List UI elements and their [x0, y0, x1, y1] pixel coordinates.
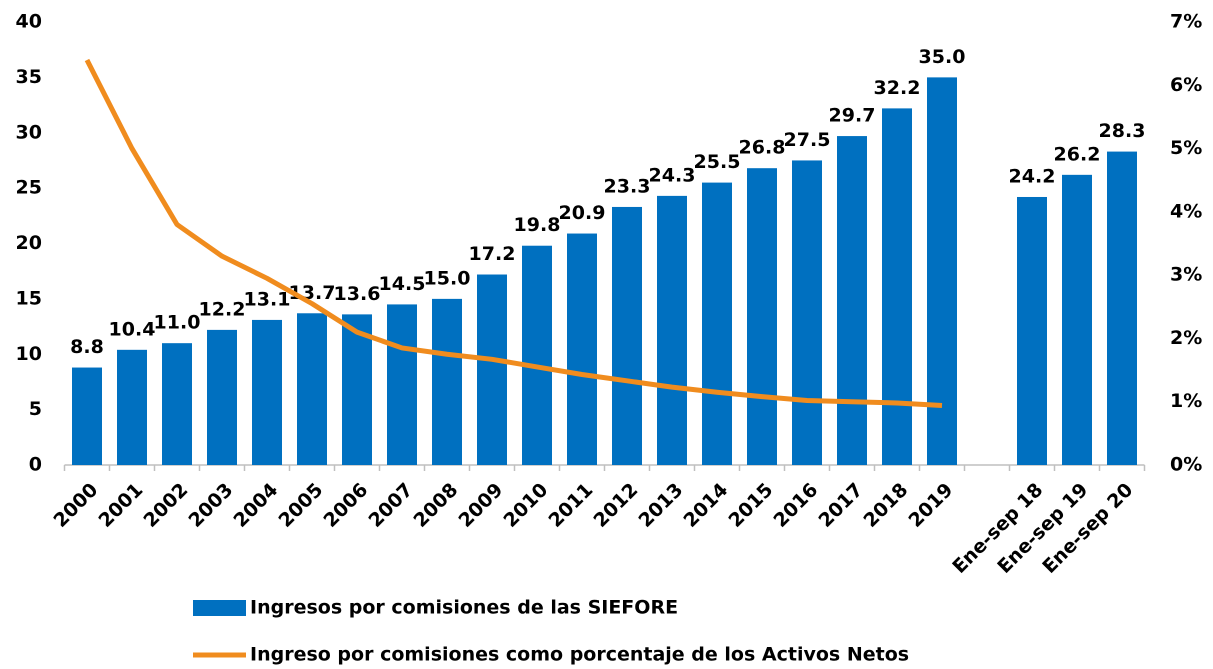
y-tick-label: 5	[29, 398, 42, 420]
y-tick-label: 25	[16, 177, 42, 199]
legend-label: Ingreso por comisiones como porcentaje d…	[250, 644, 909, 666]
line	[84, 58, 943, 409]
bar	[792, 160, 822, 465]
y-tick-label: 30	[16, 121, 42, 143]
y2-tick-label: 2%	[1170, 327, 1202, 349]
legend-label: Ingresos por comisiones de las SIEFORE	[250, 597, 678, 619]
data-label: 8.8	[70, 336, 104, 358]
data-label: 19.8	[514, 214, 561, 236]
y2-tick-label: 4%	[1170, 200, 1202, 222]
x-tick-label: 2001	[94, 479, 147, 532]
data-label: 27.5	[784, 129, 831, 151]
x-tick-label: 2003	[184, 479, 237, 532]
bar	[387, 304, 417, 465]
bar	[477, 274, 507, 465]
x-tick-label: 2009	[454, 479, 507, 532]
data-label: 35.0	[919, 46, 966, 68]
x-tick-label: 2016	[769, 479, 822, 532]
x-tick-label: 2012	[589, 479, 642, 532]
bar	[747, 168, 777, 465]
bar	[207, 329, 237, 465]
bar	[612, 206, 642, 465]
bar	[432, 298, 462, 465]
data-label: 13.1	[244, 288, 291, 310]
data-label: 13.6	[334, 283, 381, 305]
data-label: 24.2	[1009, 165, 1056, 187]
y2-tick-label: 6%	[1170, 74, 1202, 96]
x-tick-label: 2008	[409, 479, 462, 532]
x-tick-label: 2018	[859, 479, 912, 532]
data-label: 17.2	[469, 243, 516, 265]
bar	[702, 182, 732, 465]
x-tick-label: 2019	[904, 479, 957, 532]
data-label: 10.4	[109, 318, 156, 340]
bar	[252, 319, 282, 465]
x-tick-label: 2010	[499, 479, 552, 532]
y-tick-label: 15	[16, 287, 42, 309]
x-tick-label: 2014	[679, 479, 732, 532]
y-tick-label: 0	[29, 454, 42, 476]
bar	[567, 233, 597, 465]
x-tick-label: 2000	[49, 479, 102, 532]
x-tick-label: 2015	[724, 479, 777, 532]
bar	[1062, 174, 1092, 465]
y2-tick-label: 3%	[1170, 264, 1202, 286]
bar	[882, 108, 912, 465]
x-tick-label: 2004	[229, 479, 282, 532]
data-label: 32.2	[874, 77, 921, 99]
data-label: 28.3	[1099, 120, 1146, 142]
x-tick-label: 2002	[139, 479, 192, 532]
x-tick-label: 2013	[634, 479, 687, 532]
bar	[72, 367, 102, 465]
data-label: 20.9	[559, 202, 606, 224]
bar	[1107, 151, 1137, 465]
legend-swatch	[193, 600, 246, 616]
bar	[927, 77, 957, 465]
bar	[117, 349, 147, 465]
bar	[522, 245, 552, 465]
data-label: 29.7	[829, 105, 876, 127]
bar	[1017, 196, 1047, 466]
bar	[657, 195, 687, 465]
y-tick-label: 10	[16, 343, 42, 365]
bar	[837, 136, 867, 465]
data-label: 15.0	[424, 267, 471, 289]
data-label: 14.5	[379, 273, 426, 295]
x-tick-label: 2006	[319, 479, 372, 532]
bar	[162, 343, 192, 465]
data-label: 24.3	[649, 164, 696, 186]
y-tick-label: 35	[16, 66, 42, 88]
x-tick-label: 2007	[364, 479, 417, 532]
x-tick-label: 2011	[544, 479, 597, 532]
x-tick-label: 2005	[274, 479, 327, 532]
data-label: 23.3	[604, 175, 651, 197]
bar	[342, 314, 372, 465]
y-tick-label: 20	[16, 232, 42, 254]
y2-tick-label: 5%	[1170, 137, 1202, 159]
bar	[297, 313, 327, 465]
data-label: 25.5	[694, 151, 741, 173]
x-tick-label: 2017	[814, 479, 867, 532]
data-label: 12.2	[199, 298, 246, 320]
y2-tick-label: 0%	[1170, 454, 1202, 476]
y2-tick-label: 7%	[1170, 11, 1202, 33]
data-label: 26.8	[739, 137, 786, 159]
data-label: 26.2	[1054, 143, 1101, 165]
y-tick-label: 40	[16, 11, 42, 33]
y2-tick-label: 1%	[1170, 390, 1202, 412]
data-label: 11.0	[154, 312, 201, 334]
